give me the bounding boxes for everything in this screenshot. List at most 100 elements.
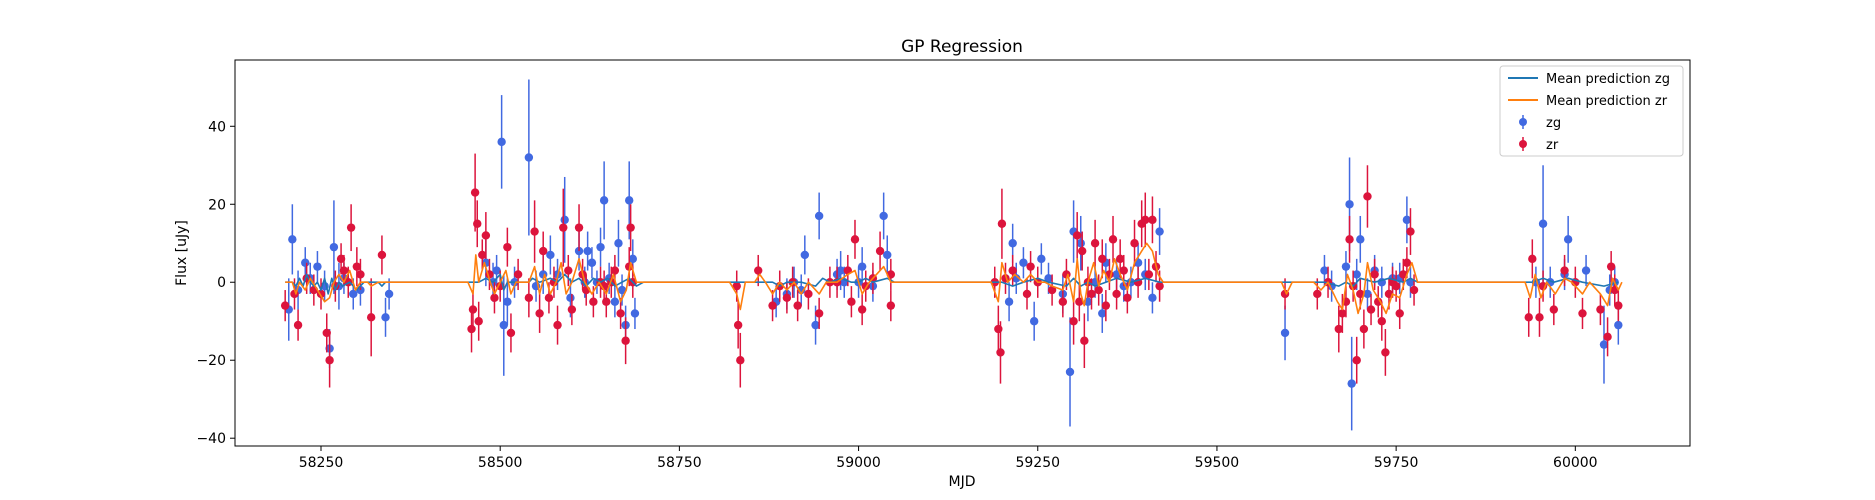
data-point-zr <box>564 266 573 275</box>
data-point-zr <box>1374 297 1383 306</box>
data-point-zg <box>1044 274 1053 283</box>
data-point-zr <box>996 348 1005 357</box>
data-point-zr <box>621 336 630 345</box>
data-point-zg <box>566 293 575 303</box>
data-point-zr <box>732 281 741 291</box>
data-point-zg <box>883 250 892 260</box>
data-point-zr <box>1094 285 1103 295</box>
data-point-zr <box>1395 309 1404 318</box>
data-point-zr <box>1077 246 1087 256</box>
data-point-zr <box>280 301 290 310</box>
data-point-zg <box>524 153 534 162</box>
x-tick-label: 58750 <box>657 455 702 471</box>
data-point-zg <box>1352 270 1361 279</box>
y-tick-label: 0 <box>217 275 226 291</box>
data-point-zr <box>1535 313 1544 322</box>
data-point-zr <box>1528 254 1537 264</box>
data-point-zg <box>599 196 609 205</box>
data-point-zr <box>1402 258 1412 267</box>
data-point-zr <box>490 293 499 303</box>
y-tick-label: −40 <box>196 431 226 447</box>
data-point-zg <box>1155 227 1164 236</box>
data-point-zr <box>1069 317 1078 326</box>
data-point-zg <box>583 246 592 256</box>
data-point-zr <box>474 317 483 326</box>
data-point-zr <box>530 227 539 236</box>
data-point-zr <box>1022 289 1032 299</box>
data-point-zr <box>1155 281 1164 291</box>
data-point-zr <box>1352 356 1361 365</box>
data-point-zr <box>1345 235 1354 244</box>
data-point-zr <box>513 270 523 279</box>
x-tick-label: 59750 <box>1374 455 1419 471</box>
data-point-zr <box>1406 227 1415 236</box>
data-point-zg <box>497 137 506 147</box>
data-point-zr <box>602 297 611 306</box>
data-point-zr <box>1141 215 1150 225</box>
data-point-zr <box>804 289 813 299</box>
data-point-zg <box>329 242 339 252</box>
data-point-zr <box>567 305 577 314</box>
data-point-zr <box>1058 297 1068 306</box>
data-point-zr <box>574 223 584 232</box>
data-point-zr <box>1144 270 1154 279</box>
data-point-zr <box>1087 289 1096 299</box>
data-point-zr <box>782 293 792 303</box>
mean-prediction-lines <box>285 242 1623 315</box>
data-point-zg <box>1029 317 1039 326</box>
data-point-zg <box>836 266 845 275</box>
data-point-zr <box>733 320 743 330</box>
legend-swatch-zr <box>1519 137 1527 151</box>
data-point-zr <box>1614 301 1623 310</box>
data-point-zg <box>492 266 501 275</box>
data-point-zr <box>503 242 512 252</box>
data-point-zr <box>1075 297 1084 306</box>
data-point-zr <box>1381 348 1390 357</box>
data-point-zg <box>1280 328 1290 338</box>
data-point-zr <box>481 231 491 240</box>
data-point-zg <box>288 235 297 244</box>
legend-label-zr: zr <box>1546 138 1559 153</box>
data-point-zg <box>587 258 597 267</box>
data-point-zg <box>811 320 820 330</box>
data-point-zr <box>1072 231 1082 240</box>
data-point-zr <box>1356 289 1365 299</box>
data-point-zr <box>377 250 387 260</box>
data-point-zr <box>736 356 745 365</box>
data-point-zr <box>339 266 349 275</box>
data-point-zg <box>1614 320 1623 330</box>
data-point-zg <box>546 250 555 260</box>
data-point-zg <box>814 211 824 221</box>
data-point-zg <box>610 297 620 306</box>
y-tick-label: −20 <box>196 353 226 369</box>
x-tick-label: 58250 <box>299 455 344 471</box>
data-point-zg <box>1065 367 1075 377</box>
x-axis: 58250 58500 58750 59000 59250 59500 59750 60000 <box>299 446 1598 471</box>
data-point-zr <box>559 223 568 232</box>
data-point-zg <box>1363 289 1372 299</box>
chart-title: GP Regression <box>901 37 1023 57</box>
data-point-zr <box>356 270 365 279</box>
x-tick-label: 59250 <box>1015 455 1060 471</box>
data-point-zg <box>614 239 623 248</box>
data-point-zr <box>1101 301 1111 310</box>
data-point-zr <box>336 254 346 264</box>
data-point-zr <box>1603 332 1612 342</box>
legend-box <box>1499 65 1684 157</box>
data-point-zg <box>800 250 810 260</box>
data-point-zg <box>596 242 605 252</box>
data-point-zg <box>1008 239 1017 248</box>
data-point-zr <box>1377 317 1386 326</box>
data-point-zg <box>560 215 569 225</box>
data-point-zr <box>352 262 362 271</box>
data-point-zr <box>1391 281 1401 291</box>
data-point-zr <box>875 246 885 256</box>
data-point-zg <box>617 285 627 295</box>
data-point-zr <box>506 328 516 338</box>
data-point-zr <box>1578 309 1587 318</box>
data-point-zr <box>1370 270 1379 279</box>
data-point-zr <box>1130 239 1139 248</box>
data-point-zr <box>768 301 777 310</box>
data-point-zg <box>384 289 394 299</box>
